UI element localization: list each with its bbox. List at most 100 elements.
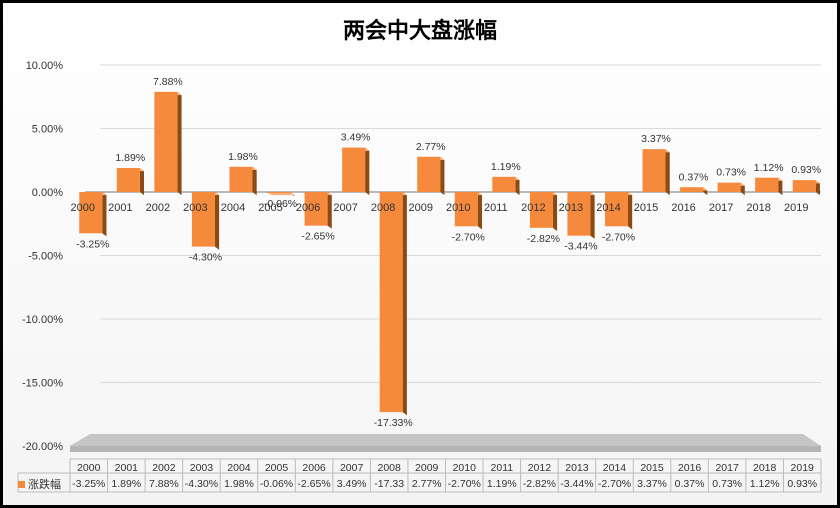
table-value-cell: -2.70%: [598, 478, 631, 490]
table-value-cell: 1.12%: [750, 478, 780, 490]
data-label: 1.89%: [115, 152, 145, 164]
x-tick-label: 2016: [671, 202, 695, 214]
data-label: 0.93%: [791, 164, 821, 176]
data-label: 0.37%: [679, 171, 709, 183]
x-tick-label: 2000: [71, 202, 95, 214]
y-tick-label: -20.00%: [22, 441, 63, 453]
table-value-cell: 1.19%: [487, 478, 517, 490]
data-label: -0.06%: [264, 198, 297, 210]
chart-floor: [70, 434, 821, 446]
data-label: -2.82%: [527, 233, 560, 245]
bar: [154, 91, 178, 192]
data-label: 3.49%: [341, 132, 371, 144]
bar: [567, 192, 591, 236]
bar: [304, 192, 328, 226]
table-header-cell: 2004: [227, 462, 251, 474]
bar: [379, 192, 403, 413]
x-tick-label: 2002: [146, 202, 170, 214]
x-tick-label: 2004: [221, 202, 245, 214]
data-label: -2.65%: [301, 231, 334, 243]
bar: [492, 176, 516, 192]
bar-side: [365, 147, 370, 196]
bar-side: [627, 192, 633, 230]
table-value-cell: -2.82%: [523, 478, 556, 490]
table-header-cell: 2001: [115, 462, 139, 474]
bar: [79, 192, 103, 234]
table-value-cell: 3.49%: [337, 478, 367, 490]
data-label: 1.98%: [228, 151, 258, 163]
x-tick-label: 2013: [559, 202, 583, 214]
legend-label: 涨跌幅: [28, 479, 61, 491]
bar-side: [815, 180, 820, 196]
x-tick-label: 2006: [296, 202, 320, 214]
bar-side: [440, 156, 445, 196]
x-tick-label: 2005: [258, 202, 282, 214]
x-tick-label: 2009: [408, 202, 432, 214]
table-value-cell: -4.30%: [185, 478, 218, 490]
data-label: 0.73%: [716, 167, 746, 179]
bar-side: [252, 166, 257, 196]
table-value-cell: -0.06%: [260, 478, 293, 490]
table-header-cell: 2003: [190, 462, 214, 474]
bar-side: [177, 91, 182, 196]
data-label: -3.25%: [76, 238, 109, 250]
table-header-cell: 2012: [528, 462, 552, 474]
table-header-cell: 2005: [265, 462, 289, 474]
y-tick-label: 0.00%: [32, 187, 63, 199]
x-tick-label: 2007: [333, 202, 357, 214]
table-header-cell: 2015: [640, 462, 664, 474]
bar: [717, 182, 741, 192]
table-header-cell: 2009: [415, 462, 439, 474]
x-tick-label: 2011: [484, 202, 508, 214]
legend-entry: 涨跌幅: [18, 475, 70, 493]
x-tick-label: 2008: [371, 202, 395, 214]
x-tick-label: 2001: [108, 202, 132, 214]
bar-side: [552, 192, 558, 231]
data-label: -2.70%: [452, 231, 485, 243]
table-header-cell: 2019: [791, 462, 815, 474]
table-value-cell: 1.98%: [224, 478, 254, 490]
bar: [229, 166, 253, 192]
bar-side: [477, 192, 482, 230]
chart-floor-edge: [70, 446, 821, 452]
bar: [792, 180, 816, 192]
data-label: 3.37%: [641, 133, 671, 145]
x-tick-label: 2003: [183, 202, 207, 214]
bar-side: [327, 192, 332, 229]
table-header-cell: 2007: [340, 462, 364, 474]
bar: [417, 156, 441, 192]
data-label: 1.12%: [754, 162, 784, 174]
y-tick-label: -15.00%: [22, 378, 63, 390]
x-tick-label: 2015: [634, 202, 658, 214]
table-value-cell: 7.88%: [149, 478, 179, 490]
table-header-cell: 2008: [377, 462, 401, 474]
bar-side: [139, 167, 145, 196]
bar: [191, 192, 215, 247]
bar: [529, 192, 553, 228]
x-tick-label: 2012: [521, 202, 545, 214]
table-value-cell: -2.65%: [297, 478, 330, 490]
y-tick-label: -10.00%: [22, 314, 63, 326]
table-header-cell: 2017: [715, 462, 739, 474]
table-value-cell: 0.73%: [712, 478, 742, 490]
bar: [454, 192, 478, 227]
table-value-cell: 0.93%: [787, 478, 817, 490]
bar-chart: 10.00% 5.00% 0.00% -5.00% -10.00% -15.00% -20.…: [17, 60, 822, 493]
bar-side: [102, 192, 107, 237]
table-header-cell: 2011: [491, 462, 514, 474]
bar-side: [214, 192, 220, 250]
data-label: 1.19%: [491, 161, 521, 173]
x-tick-label: 2018: [746, 202, 770, 214]
table-header-cell: 2010: [453, 462, 477, 474]
bar: [116, 167, 140, 192]
bar-side: [402, 192, 407, 416]
bar: [267, 192, 291, 193]
x-tick-label: 2010: [446, 202, 470, 214]
bar: [755, 177, 779, 192]
chart-title: 两会中大盘涨幅: [342, 19, 497, 44]
data-label: -17.33%: [374, 417, 413, 429]
y-tick-label: 10.00%: [26, 60, 64, 72]
bar-side: [590, 192, 595, 239]
table-value-cell: 2.77%: [412, 478, 442, 490]
